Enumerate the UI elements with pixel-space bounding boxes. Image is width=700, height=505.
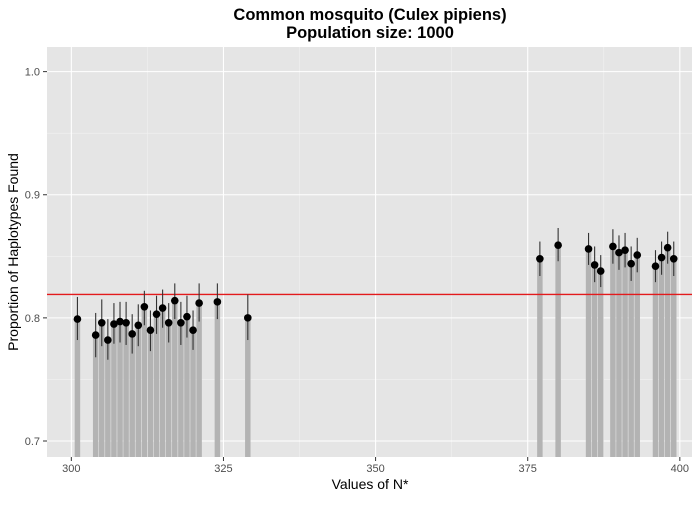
bar (610, 246, 616, 457)
data-point (73, 315, 82, 323)
data-point (621, 246, 629, 254)
x-tick-label: 375 (519, 463, 537, 475)
bar (129, 333, 135, 457)
bar (652, 266, 659, 457)
x-tick-label: 350 (366, 463, 384, 475)
data-point (663, 243, 672, 252)
bar (616, 252, 622, 457)
bar (628, 263, 634, 457)
bar (664, 247, 671, 457)
data-point (195, 299, 203, 307)
y-tick-label: 0.8 (25, 313, 40, 325)
data-point (152, 310, 161, 318)
chart-subtitle: Population size: 1000 (286, 24, 454, 42)
data-point (627, 259, 635, 268)
chart-title: Common mosquito (Culex pipiens) (233, 6, 506, 24)
data-point (584, 245, 593, 253)
data-point (140, 302, 149, 311)
x-tick-label: 300 (62, 463, 80, 475)
data-point (91, 331, 100, 339)
data-point (128, 330, 136, 338)
data-point (609, 242, 617, 251)
data-point (633, 251, 642, 259)
bar (141, 306, 148, 457)
bar (153, 314, 160, 457)
data-point (122, 318, 130, 327)
data-point (116, 317, 124, 326)
data-point (146, 326, 155, 334)
axis-tick-labels: 300 325 350 375 400 0.7 0.8 0.9 1.0 (25, 67, 689, 475)
bar (135, 325, 142, 457)
bar (178, 322, 184, 457)
data-point (213, 298, 222, 306)
data-point (615, 248, 623, 257)
axis-ticks (43, 71, 681, 461)
bar (99, 322, 105, 457)
major-gridlines (47, 47, 692, 457)
y-tick-label: 0.7 (25, 436, 40, 448)
bar (555, 245, 561, 457)
bar (634, 255, 640, 457)
bar (190, 330, 196, 457)
bar (245, 317, 251, 457)
bar (196, 303, 202, 457)
bar (622, 250, 628, 457)
data-point (244, 314, 252, 322)
x-tick-label: 400 (671, 463, 689, 475)
x-axis-label: Values of N* (332, 476, 409, 492)
bar (585, 248, 592, 457)
minor-gridlines (47, 47, 692, 457)
bar (105, 340, 111, 457)
bar (123, 322, 129, 457)
bar (111, 324, 117, 457)
bar (658, 257, 665, 457)
data-point (158, 304, 167, 312)
data-point (110, 320, 118, 328)
data-point (554, 241, 562, 250)
bar (165, 322, 172, 457)
bar (117, 321, 123, 457)
bar (214, 301, 221, 457)
data-point (669, 254, 678, 263)
bar (92, 335, 99, 457)
data-point (134, 321, 143, 330)
x-tick-label: 325 (214, 463, 232, 475)
y-axis-label: Proportion of Haplotypes Found (5, 153, 21, 351)
data-point (97, 318, 106, 327)
data-point (164, 318, 173, 327)
bar (147, 330, 154, 457)
bar (74, 319, 81, 457)
bar (184, 316, 190, 457)
data-point (536, 254, 544, 263)
data-point (651, 262, 660, 270)
data-point (657, 253, 666, 262)
data-point (177, 318, 185, 327)
data-point (170, 296, 179, 305)
data-point (183, 312, 191, 321)
y-tick-label: 1.0 (25, 67, 40, 79)
data-point (189, 326, 197, 334)
bar (591, 264, 598, 457)
data-point (590, 261, 599, 269)
bar (671, 258, 677, 457)
bar (172, 300, 178, 457)
bar (159, 308, 166, 457)
data-point (104, 336, 112, 344)
y-tick-label: 0.9 (25, 190, 40, 202)
bar (597, 271, 604, 457)
points-layer (73, 241, 678, 344)
bars-layer (74, 245, 677, 457)
data-point (596, 267, 605, 275)
bar (537, 258, 543, 457)
